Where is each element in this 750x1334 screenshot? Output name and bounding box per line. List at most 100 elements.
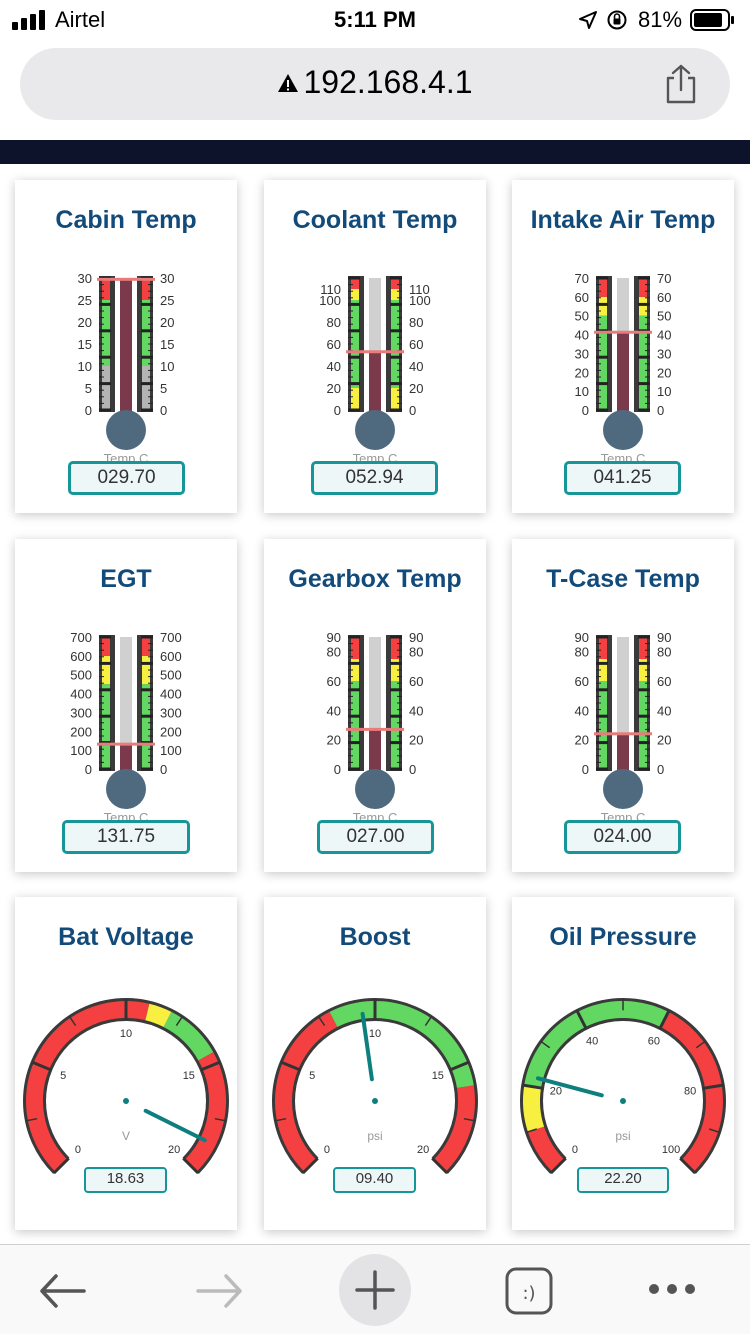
tick-label: 30 [657, 346, 671, 361]
tick-label: 400 [70, 687, 92, 702]
tick-label: 60 [657, 290, 671, 305]
scale-band [102, 655, 110, 685]
dial-band [523, 1085, 545, 1132]
tick-label: 90 [409, 630, 423, 645]
tick-label: 700 [70, 630, 92, 645]
address-display[interactable]: 192.168.4.1 [20, 64, 730, 101]
page-header-bar [0, 140, 750, 164]
tick-label: 10 [657, 384, 671, 399]
tick-label: 5 [85, 381, 92, 396]
value-marker [97, 742, 155, 746]
tick-label: 30 [160, 271, 174, 286]
gauge-readout: 041.25 [564, 461, 681, 495]
mercury-column [617, 733, 629, 779]
dial-tick [658, 1009, 671, 1030]
dial-tick [431, 1157, 449, 1175]
dial-tick [31, 1060, 52, 1072]
gauge-title: Boost [339, 923, 411, 951]
tick-label: 60 [327, 337, 341, 352]
dial-band [184, 1052, 226, 1172]
tick-label: 300 [70, 705, 92, 720]
tick-label: 90 [327, 630, 341, 645]
signal-icon [12, 10, 45, 30]
tick-label: 40 [657, 703, 671, 718]
warning-icon [278, 73, 299, 92]
intake-air-temp-card: Intake Air Temp 70 70 60 60 50 50 40 40 30 30 20 20… [512, 180, 734, 513]
gauge-readout: 052.94 [311, 461, 438, 495]
tabs-smiley-icon[interactable]: :) [505, 1267, 553, 1315]
egt-card: EGT 700 700 600 600 500 500 400 400 300 300 200 200… [15, 539, 237, 872]
scale-band [639, 315, 647, 410]
scale-band [102, 684, 110, 769]
dial-tick [200, 1060, 221, 1072]
carrier-name: Airtel [55, 7, 106, 32]
dial-hub [372, 1098, 378, 1104]
dial-tick [52, 1157, 70, 1175]
tick-label: 200 [70, 724, 92, 739]
dial-tick [449, 1060, 470, 1072]
dial-band [275, 1011, 338, 1172]
dial-tick-label: 15 [183, 1070, 195, 1082]
forward-arrow-icon[interactable] [194, 1271, 244, 1311]
clock: 5:11 PM [334, 7, 416, 32]
tick-label: 0 [160, 762, 167, 777]
boost-card: Boost 0 5 10 15 20 psi 09.40 [264, 897, 486, 1230]
tick-label: 5 [160, 381, 167, 396]
tick-label: 40 [575, 328, 589, 343]
dial-band [26, 1001, 150, 1172]
dial-tick-label: 0 [572, 1144, 578, 1156]
scale-band [142, 278, 150, 300]
tick-label: 40 [409, 703, 423, 718]
battery-icon [690, 9, 734, 31]
tick-label: 30 [78, 271, 92, 286]
tick-label: 60 [575, 674, 589, 689]
scale-band [142, 366, 150, 410]
tick-label: 60 [575, 290, 589, 305]
dial-tick [68, 1015, 77, 1027]
dial-tick [702, 1083, 724, 1090]
tick-label: 40 [409, 359, 423, 374]
browser-toolbar: :) [0, 1244, 750, 1334]
scale-band [639, 637, 647, 659]
scale-band [391, 637, 399, 659]
dial-band [527, 1126, 565, 1172]
tick-label: 40 [575, 703, 589, 718]
more-dots-icon[interactable] [648, 1281, 696, 1297]
coolant-temp-card: Coolant Temp 110 110 100 100 80 80 60 60 40 40 20 2… [264, 180, 486, 513]
tick-label: 40 [657, 328, 671, 343]
dial-tick-label: 80 [684, 1085, 696, 1097]
share-icon[interactable] [664, 64, 698, 104]
back-arrow-icon[interactable] [38, 1271, 88, 1311]
gauge-readout: 131.75 [62, 820, 190, 854]
scale-band [599, 278, 607, 297]
tick-label: 600 [160, 649, 182, 664]
gearbox-temp-card: Gearbox Temp 90 90 80 80 60 60 40 40 20 20 0 0 Temp … [264, 539, 486, 872]
dial-tick [679, 1157, 697, 1175]
dial-gauge: 0 20 40 60 80 100 psi [520, 998, 726, 1175]
tick-label: 60 [657, 674, 671, 689]
tick-label: 0 [657, 762, 664, 777]
gauge-title: EGT [100, 565, 152, 593]
scale-band [142, 684, 150, 769]
address-bar[interactable]: 192.168.4.1 [20, 48, 730, 120]
new-tab-plus-icon[interactable] [339, 1254, 411, 1326]
unit-label: psi [367, 1129, 382, 1143]
scale-band [599, 637, 607, 659]
dial-tick [575, 1009, 588, 1030]
tick-label: 20 [575, 733, 589, 748]
tick-label: 700 [160, 630, 182, 645]
thermometer-bulb [355, 410, 395, 450]
dial-tick [175, 1015, 184, 1027]
value-marker [97, 277, 155, 281]
tick-label: 400 [160, 687, 182, 702]
dial-tick-label: 5 [60, 1070, 66, 1082]
tick-label: 0 [657, 403, 664, 418]
gauge-title: Gearbox Temp [288, 565, 462, 593]
dial-tick-label: 0 [75, 1144, 81, 1156]
scale-band [599, 659, 607, 681]
scale-band [391, 289, 399, 300]
tick-label: 0 [334, 762, 341, 777]
gauge-title: Bat Voltage [58, 923, 194, 951]
